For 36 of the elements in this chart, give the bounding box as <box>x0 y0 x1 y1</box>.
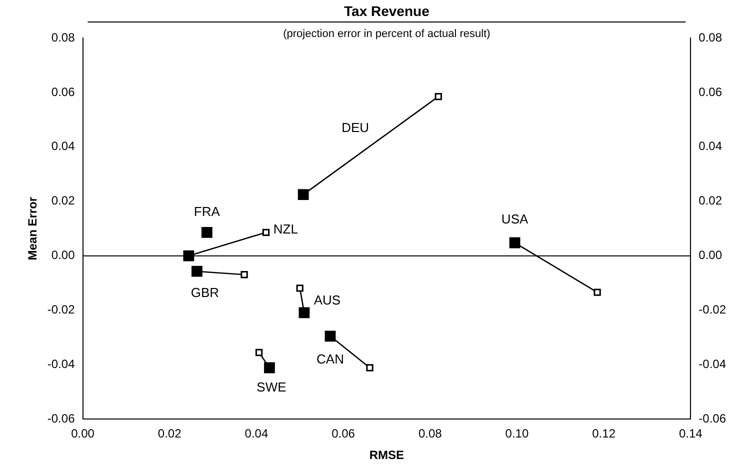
y2-tick-label: -0.02 <box>698 302 726 317</box>
series-label: AUS <box>314 292 341 308</box>
y-tick-label: -0.02 <box>47 302 76 317</box>
x-tick-label: 0.04 <box>244 426 268 441</box>
x-tick-label: 0.12 <box>592 426 616 441</box>
x-tick-label: 0.00 <box>71 426 95 441</box>
y2-tick-label: 0.06 <box>698 84 722 99</box>
y-tick-label: 0.00 <box>51 248 76 262</box>
series-label: GBR <box>190 284 220 300</box>
x-tick-label: 0.08 <box>418 426 442 441</box>
x-tick-label: 0.14 <box>678 426 703 441</box>
y2-tick-label: 0.08 <box>698 30 722 44</box>
y-tick-label: 0.02 <box>51 194 76 208</box>
x-tick-label: 0.10 <box>505 426 529 441</box>
y2-tick-label: -0.06 <box>698 412 726 426</box>
series-label: DEU <box>342 120 370 136</box>
y-tick-label: 0.08 <box>51 30 76 44</box>
chart-title: Tax Revenue <box>344 3 430 19</box>
series-label: SWE <box>256 379 287 394</box>
y-tick-label: -0.04 <box>47 357 76 372</box>
x-tick-label: 0.06 <box>332 426 356 441</box>
x-tick-label: 0.02 <box>158 426 182 441</box>
series-label: NZL <box>273 221 298 236</box>
series-label: FRA <box>194 204 220 219</box>
series-label: USA <box>501 211 528 226</box>
y-axis-title: Mean Error <box>26 196 40 260</box>
y-tick-label: -0.06 <box>47 412 76 426</box>
y-tick-label: 0.04 <box>51 139 76 154</box>
y2-tick-label: -0.04 <box>698 357 726 372</box>
x-axis-title: RMSE <box>369 448 404 462</box>
series-label: CAN <box>316 352 344 367</box>
y2-tick-label: 0.04 <box>698 139 722 154</box>
y2-tick-label: 0.00 <box>698 248 722 262</box>
y-tick-label: 0.06 <box>51 84 76 99</box>
chart-subtitle: (projection error in percent of actual result) <box>283 28 490 40</box>
y2-tick-label: 0.02 <box>698 194 722 208</box>
